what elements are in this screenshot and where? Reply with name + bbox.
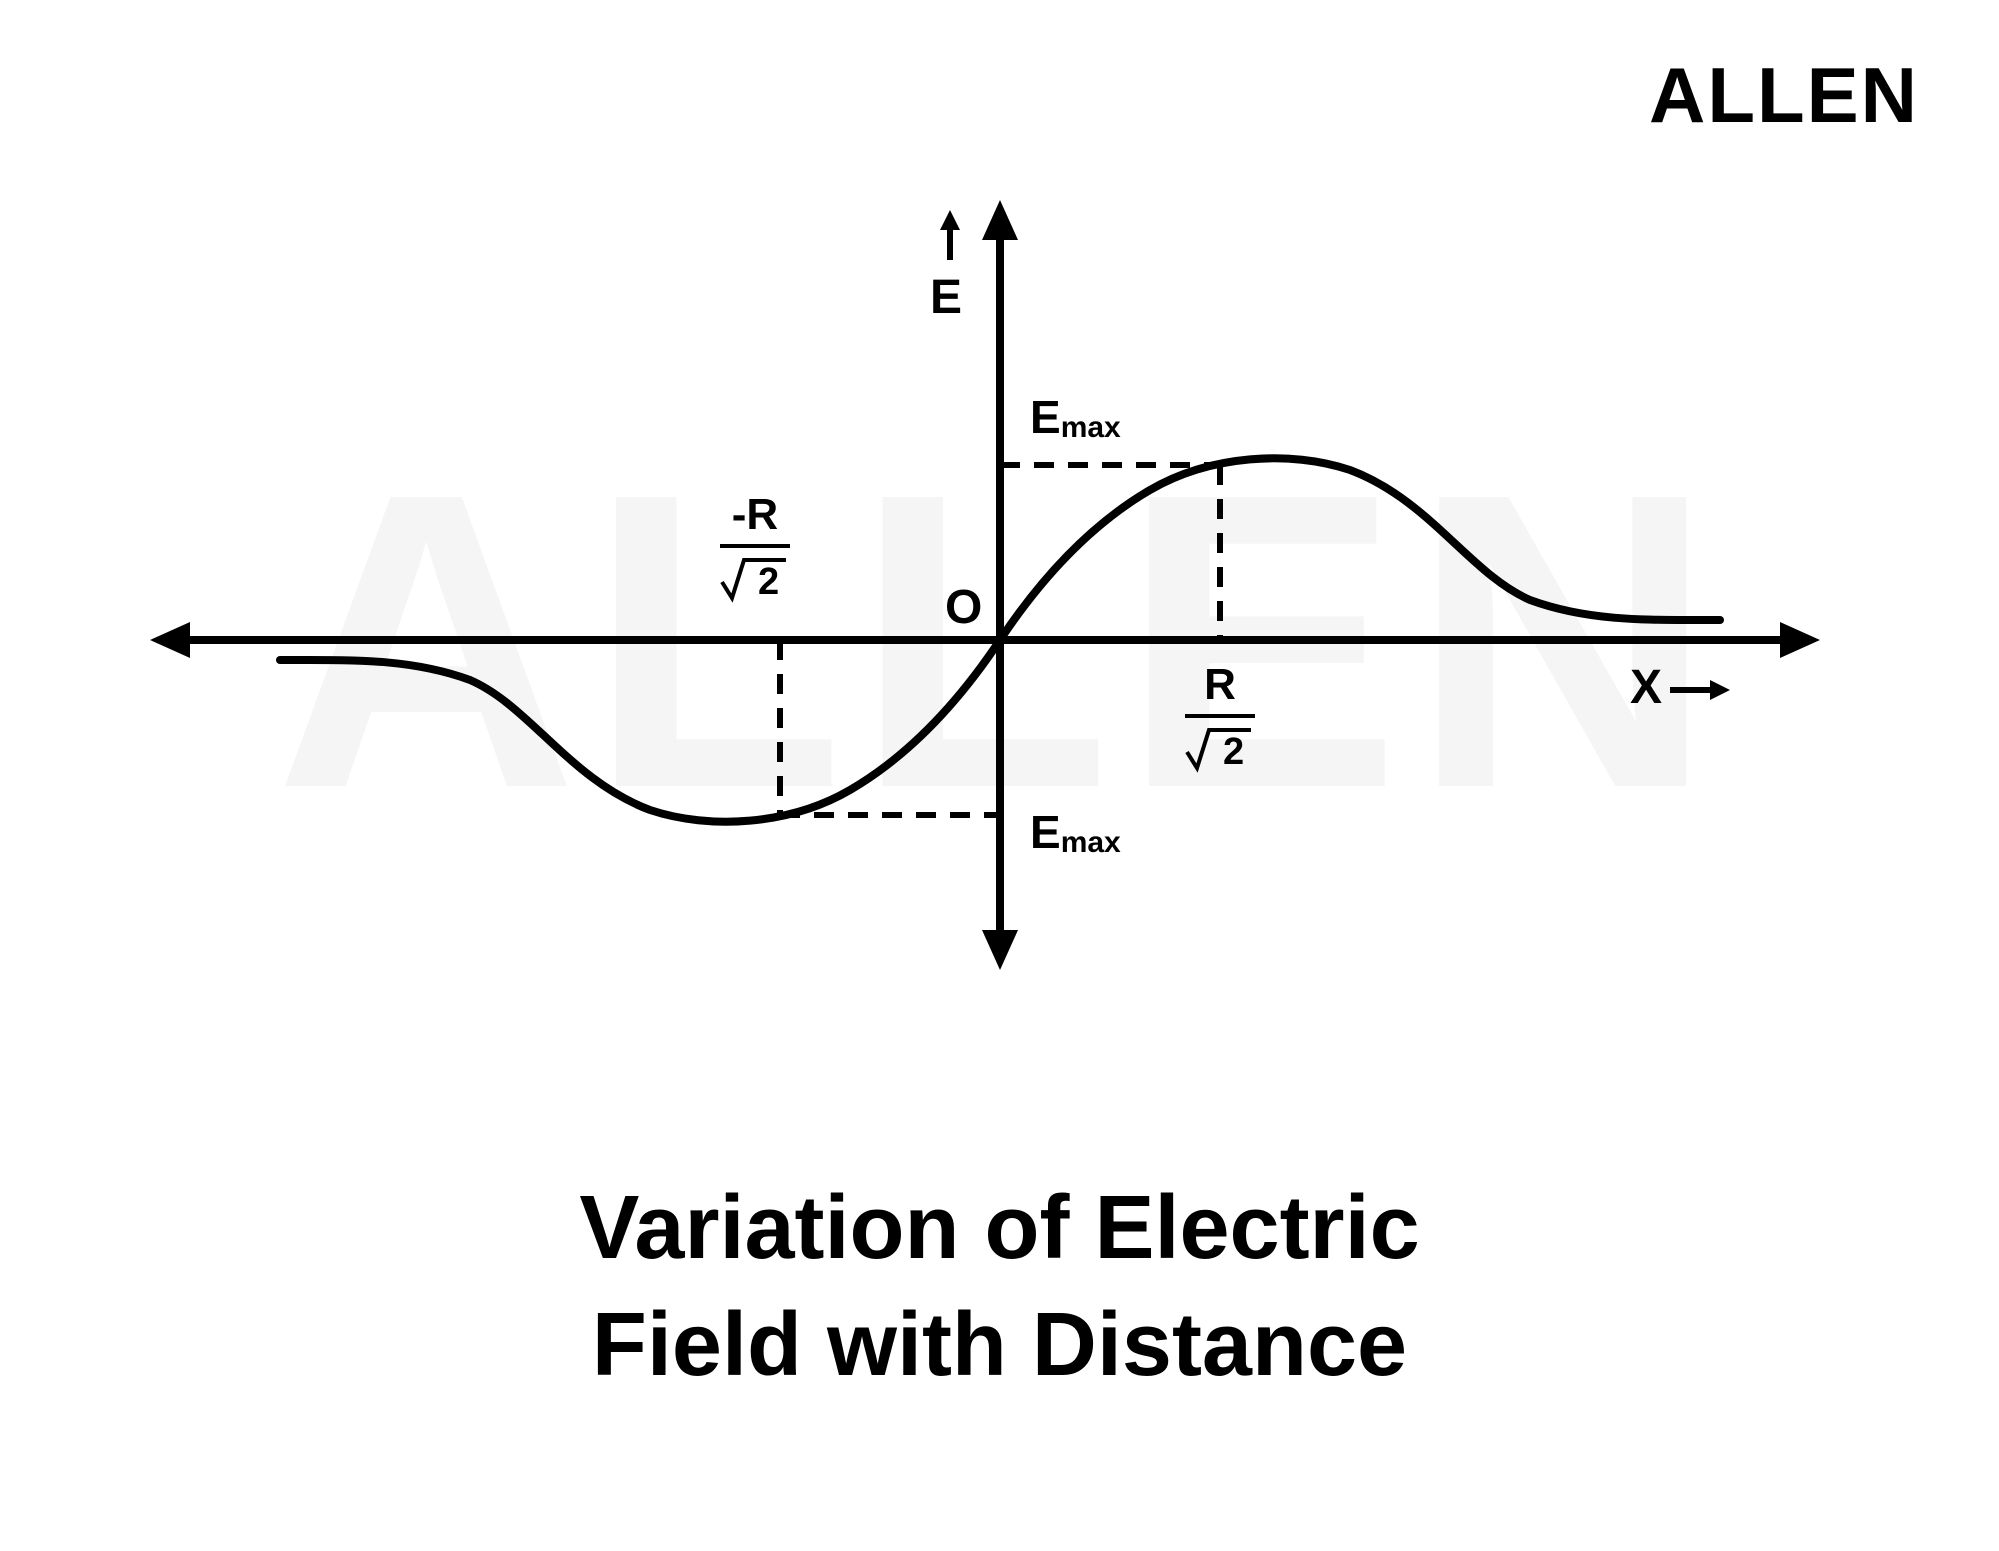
x-arrow-left [150,622,190,658]
pos-r-frac-line [1185,714,1255,718]
sqrt-pos-icon: 2 [1185,724,1255,774]
svg-text:2: 2 [758,561,779,603]
caption-line-2: Field with Distance [579,1287,1419,1404]
x-arrow-right [1780,622,1820,658]
brand-logo: ALLEN [1649,50,1919,141]
pos-r-over-sqrt2: R 2 [1185,660,1255,774]
x-label-arrow [1710,680,1730,700]
pos-r-numerator: R [1185,660,1255,710]
sqrt-neg-icon: 2 [720,554,790,604]
emax-top-sub: max [1061,411,1121,444]
chart-svg [150,200,1850,1000]
neg-r-over-sqrt2: -R 2 [720,490,790,604]
emax-bottom-sub: max [1061,826,1121,859]
svg-text:2: 2 [1223,731,1244,773]
origin-label: O [945,580,982,635]
y-axis-label: E [930,270,962,325]
y-arrow-up [982,200,1018,240]
pos-r-denominator: 2 [1185,722,1255,774]
e-label-arrow [940,210,960,230]
neg-r-denominator: 2 [720,552,790,604]
caption-line-1: Variation of Electric [579,1170,1419,1287]
chart-container: E X O Emax Emax -R 2 R 2 [150,200,1850,1000]
emax-top-main: E [1030,391,1061,443]
neg-r-frac-line [720,544,790,548]
emax-bottom-main: E [1030,806,1061,858]
neg-r-numerator: -R [720,490,790,540]
figure-caption: Variation of Electric Field with Distanc… [579,1170,1419,1404]
emax-bottom-label: Emax [1030,805,1121,860]
y-arrow-down [982,930,1018,970]
x-axis-label: X [1630,660,1662,715]
emax-top-label: Emax [1030,390,1121,445]
